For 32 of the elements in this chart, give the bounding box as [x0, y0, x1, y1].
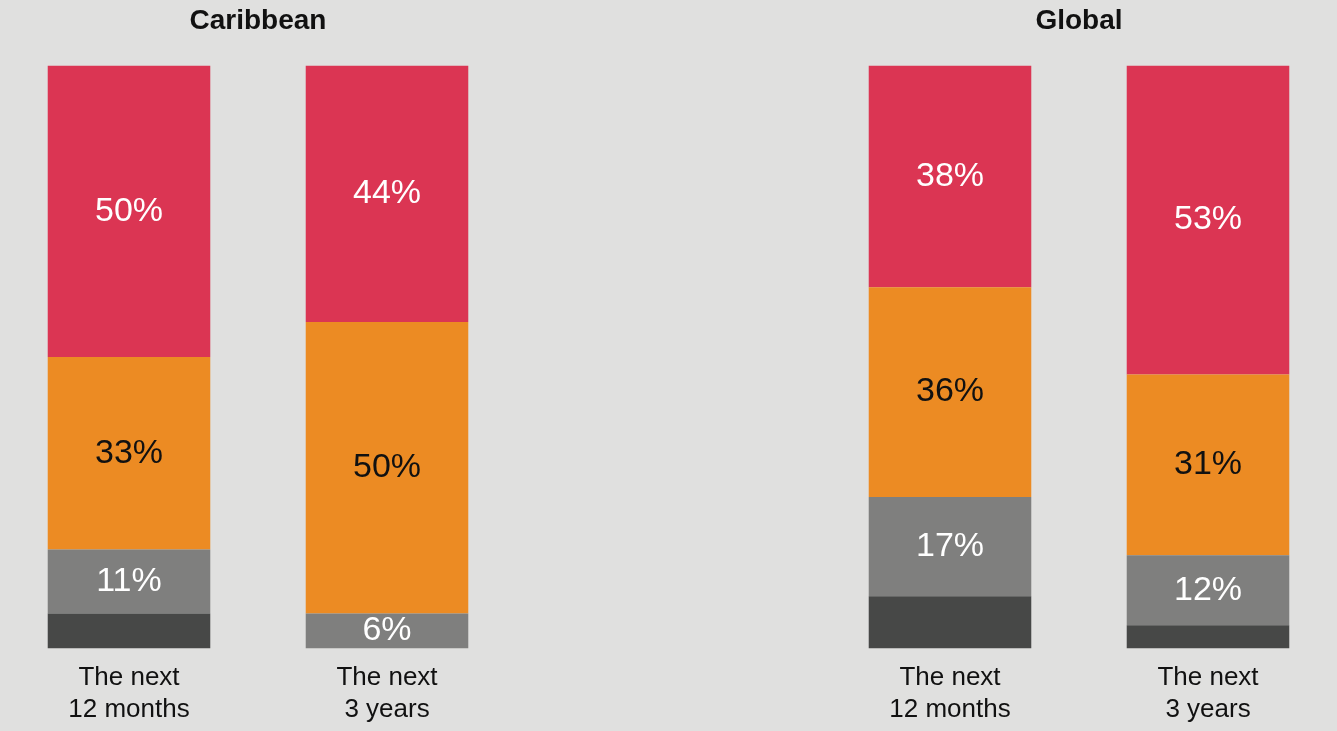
bar — [1126, 625, 1290, 649]
bar — [868, 287, 1032, 498]
bar — [47, 357, 211, 550]
chart-title: Global — [1035, 3, 1123, 35]
bar — [47, 65, 211, 358]
bar — [47, 549, 211, 614]
bar — [868, 596, 1032, 649]
data-label: 44% — [352, 172, 422, 211]
bar — [868, 65, 1032, 288]
data-label: 31% — [1173, 443, 1243, 482]
bar — [1126, 555, 1290, 626]
data-label: 53% — [1173, 198, 1243, 237]
x-tick-label: The next 3 years — [336, 661, 439, 723]
chart-title: Caribbean — [189, 3, 327, 35]
x-tick-label: The next 12 months — [68, 661, 190, 723]
data-label: 50% — [94, 189, 164, 228]
data-label: 12% — [1173, 568, 1243, 607]
bar — [305, 322, 469, 614]
data-label: 50% — [352, 446, 422, 485]
data-label: 38% — [915, 154, 985, 193]
x-tick-label: The next 3 years — [1157, 661, 1260, 723]
bar — [305, 65, 469, 323]
data-label: 11% — [96, 559, 162, 598]
x-tick-label: The next 12 months — [889, 661, 1011, 723]
bar — [1126, 374, 1290, 556]
data-label: 33% — [94, 431, 164, 470]
bar — [1126, 65, 1290, 375]
data-label: 6% — [362, 609, 412, 648]
bar — [868, 497, 1032, 597]
bar — [47, 613, 211, 649]
data-label: 17% — [915, 524, 985, 563]
data-label: 36% — [915, 370, 985, 409]
